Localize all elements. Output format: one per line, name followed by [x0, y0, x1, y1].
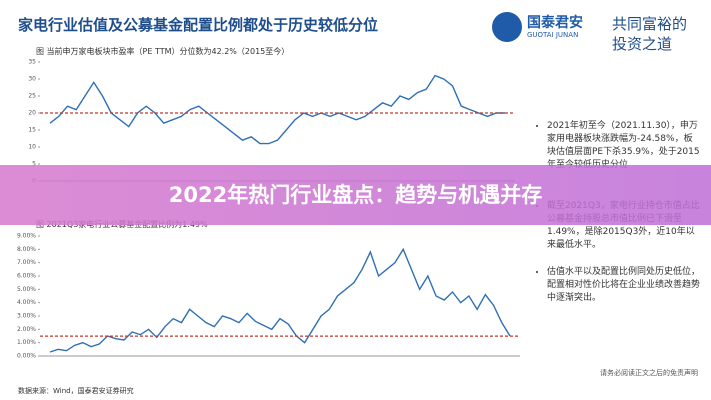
y-tick-label: 30 [28, 76, 36, 83]
logo: 国泰君安 [527, 15, 583, 31]
data-line [49, 74, 505, 145]
y-tick-label: 4.00% [17, 299, 36, 306]
slide-title: 家电行业估值及公募基金配置比例都处于历史较低分位 [18, 16, 379, 34]
y-tick-label: 25 [28, 93, 36, 100]
y-tick-label: 7.00% [17, 259, 36, 266]
y-tick-label: 3.00% [17, 313, 36, 320]
data-line [49, 247, 511, 353]
footer: 请务必阅读正文之后的免责声明 [600, 369, 698, 377]
y-tick-label: 10 [28, 144, 36, 151]
source: 数据来源：Wind，国泰君安证券研究 [18, 387, 134, 395]
banner: 2022年热门行业盘点：趋势与机遇并存 [0, 165, 711, 225]
y-tick-label: 8.00% [17, 246, 36, 253]
y-tick-label: 1.00% [17, 339, 36, 346]
y-tick-label: 0.00% [17, 353, 36, 360]
y-tick-label: 5 [32, 161, 36, 168]
y-tick-label: 2.00% [17, 326, 36, 333]
logo-en: GUOTAI JUNAN [527, 31, 579, 39]
y-tick-label: 20 [28, 110, 36, 117]
y-tick-label: 6.00% [17, 273, 36, 280]
y-tick-label: 5.00% [17, 286, 36, 293]
bullet: 估值水平以及配置比例同处历史低位，配置相对性价比将在企业业绩改善趋势中逐渐突出。 [547, 266, 700, 305]
chart-caption: 图 当前申万家电板块市盈率（PE TTM）分位数为42.2%（2015至今） [36, 47, 290, 56]
y-tick-label: 35 [28, 59, 36, 66]
y-tick-label: 15 [28, 127, 36, 134]
logo-icon [492, 12, 522, 42]
y-tick-label: 9.00% [17, 233, 36, 240]
slogan: 共同富裕的投资之道 [612, 15, 688, 53]
